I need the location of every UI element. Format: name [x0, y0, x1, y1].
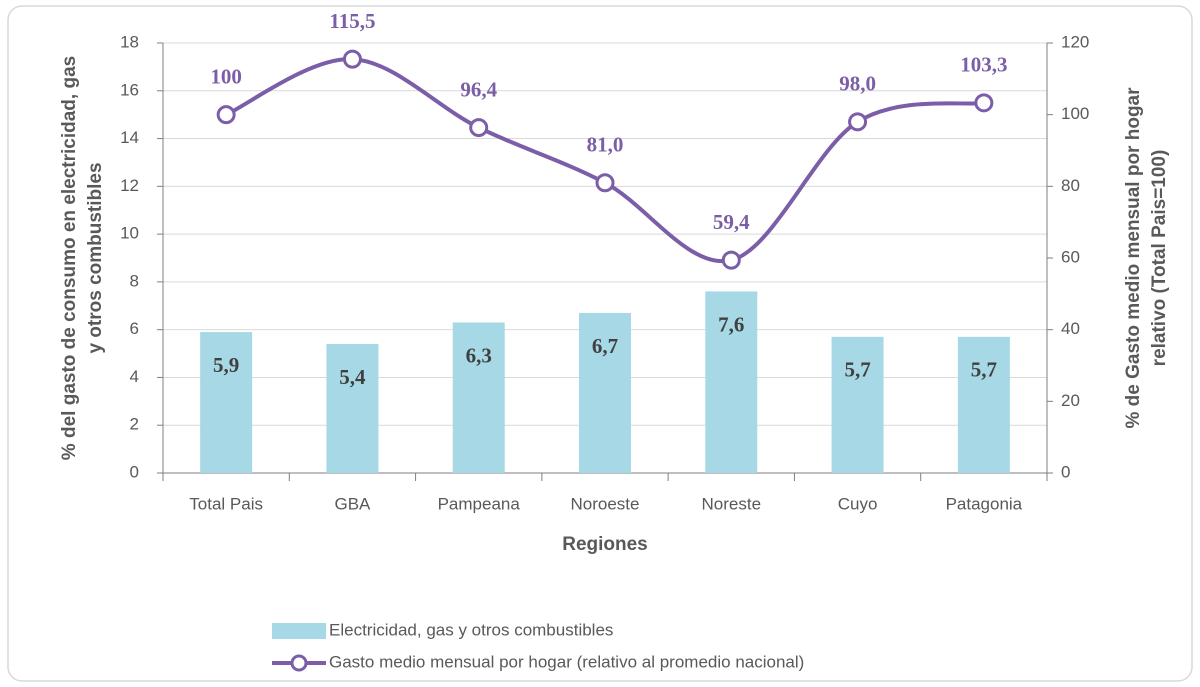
x-tick-label: GBA [334, 494, 371, 513]
y-tick-label: 10 [120, 224, 139, 243]
x-tick-label: Cuyo [838, 494, 878, 513]
y-axis-title: % del gasto de consumo en electricidad, … [59, 56, 106, 460]
bar [957, 336, 1010, 473]
line-value-label: 98,0 [839, 72, 876, 96]
y2-tick-label: 40 [1061, 319, 1080, 338]
bar-value-label: 5,4 [339, 365, 366, 389]
x-tick-label: Patagonia [946, 494, 1023, 513]
y2-tick-label: 60 [1061, 247, 1080, 266]
bar-value-label: 5,7 [971, 358, 997, 382]
line-marker [469, 118, 489, 138]
bar [579, 312, 631, 473]
bar-value-label: 6,3 [466, 343, 492, 367]
y-tick-label: 4 [130, 367, 139, 386]
line-value-label: 100 [210, 64, 242, 88]
legend-swatch [272, 623, 326, 639]
line-value-label: 59,4 [713, 210, 750, 234]
line-value-label: 103,3 [960, 53, 1007, 77]
bar-value-label: 7,6 [718, 312, 744, 336]
y-tick-label: 8 [130, 271, 139, 290]
y2-tick-label: 0 [1061, 462, 1070, 481]
x-tick-label: Pampeana [438, 494, 521, 513]
y2-tick-label: 20 [1061, 391, 1080, 410]
line-marker [974, 93, 994, 113]
legend-label: Gasto medio mensual por hogar (relativo … [329, 652, 804, 671]
y-tick-label: 16 [120, 80, 139, 99]
y-tick-label: 12 [120, 176, 139, 195]
line-marker [595, 173, 615, 193]
y-tick-label: 6 [130, 319, 139, 338]
y-tick-label: 18 [120, 32, 139, 51]
y2-axis-title: % de Gasto medio mensual por hogar relati… [1123, 87, 1170, 429]
y2-tick-label: 100 [1061, 104, 1089, 123]
y-tick-label: 14 [120, 128, 139, 147]
bar [200, 332, 253, 473]
x-tick-label: Noreste [702, 494, 762, 513]
bar-value-label: 6,7 [592, 334, 618, 358]
line-marker [216, 105, 236, 125]
line-value-label: 96,4 [460, 77, 497, 101]
y-tick-label: 0 [130, 462, 139, 481]
x-tick-label: Noroeste [571, 494, 640, 513]
bar-value-label: 5,9 [213, 353, 239, 377]
x-axis-title: Regiones [562, 534, 648, 555]
line-value-label: 81,0 [587, 133, 624, 157]
y2-tick-label: 120 [1061, 32, 1089, 51]
bar [452, 322, 505, 473]
y2-tick-label: 80 [1061, 176, 1080, 195]
bar [831, 336, 884, 473]
y-tick-label: 2 [130, 415, 139, 434]
line-marker [848, 112, 868, 132]
line-marker [721, 250, 741, 270]
line-marker [342, 49, 362, 69]
bar [326, 344, 379, 473]
x-tick-label: Total Pais [189, 494, 263, 513]
bar-value-label: 5,7 [844, 358, 870, 382]
legend-swatch [290, 654, 308, 672]
bar [705, 291, 758, 473]
legend-label: Electricidad, gas y otros combustibles [329, 620, 613, 639]
line-value-label: 115,5 [329, 9, 375, 33]
